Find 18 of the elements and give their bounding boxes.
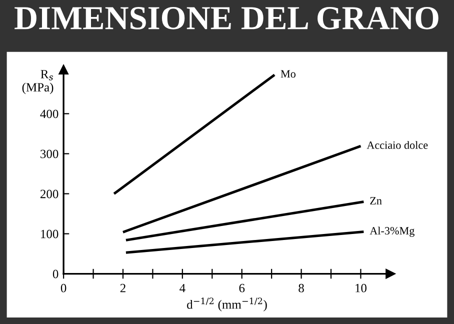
y-tick-label: 200 bbox=[40, 190, 58, 198]
x-tick-label: 2 bbox=[120, 284, 126, 292]
y-tick-label: 100 bbox=[41, 230, 58, 238]
series-label: Zn bbox=[370, 197, 382, 204]
y-tick-label: 400 bbox=[40, 110, 58, 118]
x-tick-label: 10 bbox=[356, 284, 366, 292]
x-tick-label: 6 bbox=[239, 284, 245, 292]
series-label: Mo bbox=[280, 70, 296, 78]
x-axis-title: d$^{−1/2}$ (mm$^{−1/2}$) bbox=[187, 298, 267, 312]
chart-title: DIMENSIONE DEL GRANO bbox=[14, 7, 438, 30]
series-label: Acciaio dolce bbox=[366, 141, 428, 149]
x-tick-label: 4 bbox=[180, 284, 186, 292]
x-tick-label: 8 bbox=[298, 284, 304, 292]
y-axis-title: R$_{s}$ (MPa) bbox=[22, 70, 54, 94]
y-tick-label: 300 bbox=[40, 150, 58, 158]
series-label: Al-3%Mg bbox=[370, 226, 414, 237]
x-tick-label: 0 bbox=[60, 284, 66, 292]
y-tick-label: 0 bbox=[52, 270, 58, 278]
